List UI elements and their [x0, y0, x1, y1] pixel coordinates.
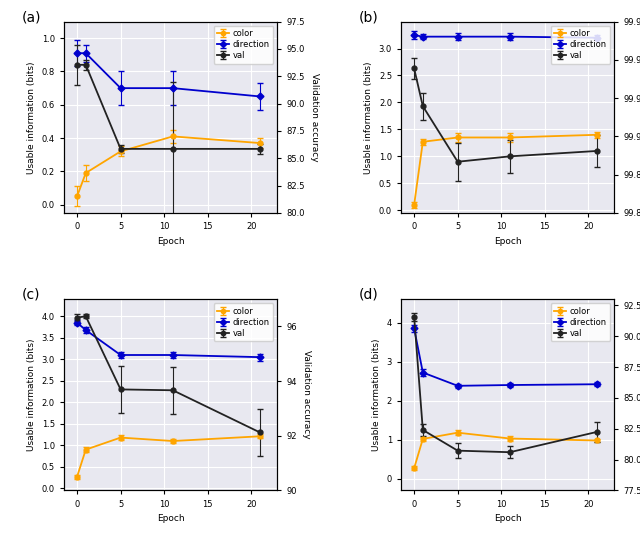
Y-axis label: Usable information (bits): Usable information (bits)	[27, 338, 36, 451]
X-axis label: Epoch: Epoch	[494, 514, 522, 523]
X-axis label: Epoch: Epoch	[157, 514, 184, 523]
Legend: color, direction, val: color, direction, val	[550, 26, 610, 64]
Y-axis label: Usable information (bits): Usable information (bits)	[372, 338, 381, 451]
X-axis label: Epoch: Epoch	[157, 237, 184, 246]
Y-axis label: Usable information (bits): Usable information (bits)	[27, 61, 36, 174]
Y-axis label: Validation accuracy: Validation accuracy	[310, 73, 319, 162]
Legend: color, direction, val: color, direction, val	[214, 303, 273, 341]
Legend: color, direction, val: color, direction, val	[214, 26, 273, 64]
X-axis label: Epoch: Epoch	[494, 237, 522, 246]
Text: (c): (c)	[21, 288, 40, 302]
Text: (b): (b)	[358, 10, 378, 24]
Legend: color, direction, val: color, direction, val	[550, 303, 610, 341]
Y-axis label: Validation accuracy: Validation accuracy	[302, 350, 311, 439]
Text: (a): (a)	[21, 10, 41, 24]
Y-axis label: Usable information (bits): Usable information (bits)	[364, 61, 373, 174]
Text: (d): (d)	[358, 288, 378, 302]
